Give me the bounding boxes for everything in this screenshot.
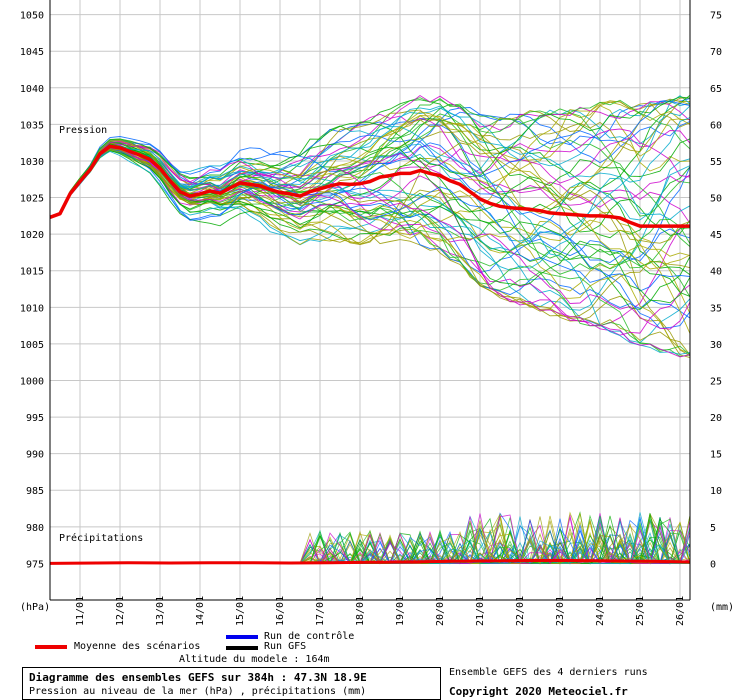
y-tick-right: 5 [710, 523, 716, 534]
axes [49, 0, 691, 601]
ensemble-member-pressure [49, 101, 691, 218]
x-tick: 18/01 [355, 596, 366, 626]
y-tick-right: 15 [710, 450, 722, 461]
y-tick-right: 45 [710, 230, 722, 241]
ensemble-member-pressure [49, 138, 691, 356]
panel-label-pression: Pression [59, 125, 107, 136]
y-tick-left: 1005 [20, 340, 44, 351]
y-tick-right: 20 [710, 413, 722, 424]
footer-subtitle: Pression au niveau de la mer (hPa) , pré… [29, 686, 367, 697]
y-tick-left: 1015 [20, 267, 44, 278]
x-tick: 20/01 [435, 596, 446, 626]
x-tick: 13/01 [155, 596, 166, 626]
y-tick-left: 1025 [20, 194, 44, 205]
altitude-label: Altitude du modele : 164m [179, 654, 330, 665]
y-tick-right: 60 [710, 120, 722, 131]
x-tick: 15/01 [235, 596, 246, 626]
y-tick-left: 995 [26, 413, 44, 424]
y-tick-left: 975 [26, 559, 44, 570]
y-tick-right: 75 [710, 11, 722, 22]
y-tick-right: 50 [710, 194, 722, 205]
ensemble-member-pressure [49, 122, 691, 236]
y-tick-left: 1045 [20, 47, 44, 58]
y-tick-right: 65 [710, 84, 722, 95]
footer-title: Diagramme des ensembles GEFS sur 384h : … [29, 671, 367, 684]
y-tick-right: 55 [710, 157, 722, 168]
ensemble-member-pressure [49, 130, 691, 218]
y-tick-right: 40 [710, 267, 722, 278]
ensemble-member-pressure [49, 111, 691, 270]
x-tick: 24/01 [595, 596, 606, 626]
y-tick-left: 1000 [20, 376, 44, 387]
ensemble-member-pressure [49, 118, 691, 239]
x-tick: 22/01 [515, 596, 526, 626]
y-tick-right: 10 [710, 486, 722, 497]
y-tick-right: 0 [710, 559, 716, 570]
x-tick: 16/01 [275, 596, 286, 626]
x-tick: 17/01 [315, 596, 326, 626]
y-tick-left: 1050 [20, 11, 44, 22]
x-tick: 14/01 [195, 596, 206, 626]
x-tick: 12/01 [115, 596, 126, 626]
legend-mean-swatch [35, 645, 67, 649]
footer-ensemble-note: Ensemble GEFS des 4 derniers runs [449, 667, 648, 678]
x-tick: 23/01 [555, 596, 566, 626]
legend-control-label: Run de contrôle [264, 631, 355, 642]
y-tick-right: 70 [710, 47, 722, 58]
ensemble-member-pressure [49, 148, 691, 310]
ensemble-member-pressure [49, 105, 691, 218]
mean-pressure-line [49, 144, 690, 228]
y-tick-left: 980 [26, 523, 44, 534]
footer-copyright: Copyright 2020 Meteociel.fr [449, 685, 628, 698]
x-tick: 11/01 [75, 596, 86, 626]
ensemble-member-pressure [49, 148, 691, 318]
y-tick-right: 35 [710, 303, 722, 314]
x-tick: 21/01 [475, 596, 486, 626]
right-axis-unit: (mm) [710, 602, 734, 613]
mean-precip-line [49, 559, 691, 565]
legend-gfs-swatch [226, 646, 258, 650]
y-tick-right: 25 [710, 376, 722, 387]
ensemble-member-pressure [49, 136, 691, 273]
y-tick-right: 30 [710, 340, 722, 351]
ensemble-member-pressure [49, 148, 691, 292]
legend-control-swatch [226, 635, 258, 639]
y-tick-left: 1035 [20, 120, 44, 131]
legend-gfs-label: Run GFS [264, 641, 307, 652]
panel-label-precipitations: Précipitations [59, 532, 143, 544]
y-tick-left: 1010 [20, 303, 44, 314]
legend-mean-label: Moyenne des scénarios [74, 641, 201, 652]
ensemble-member-pressure [49, 145, 691, 267]
x-tick: 19/01 [395, 596, 406, 626]
x-tick: 26/01 [675, 596, 686, 626]
footer-title-box: Diagramme des ensembles GEFS sur 384h : … [22, 667, 441, 700]
ensemble-member-pressure [49, 100, 690, 218]
y-tick-left: 1040 [20, 84, 44, 95]
x-tick: 25/01 [635, 596, 646, 626]
ensemble-member-pressure [49, 100, 691, 219]
y-tick-left: 990 [26, 450, 44, 461]
y-tick-left: 1020 [20, 230, 44, 241]
y-tick-left: 985 [26, 486, 44, 497]
ensemble-member-pressure [49, 142, 691, 245]
y-tick-left: 1030 [20, 157, 44, 168]
mean-lines [49, 144, 691, 565]
left-axis-unit: (hPa) [20, 602, 50, 613]
